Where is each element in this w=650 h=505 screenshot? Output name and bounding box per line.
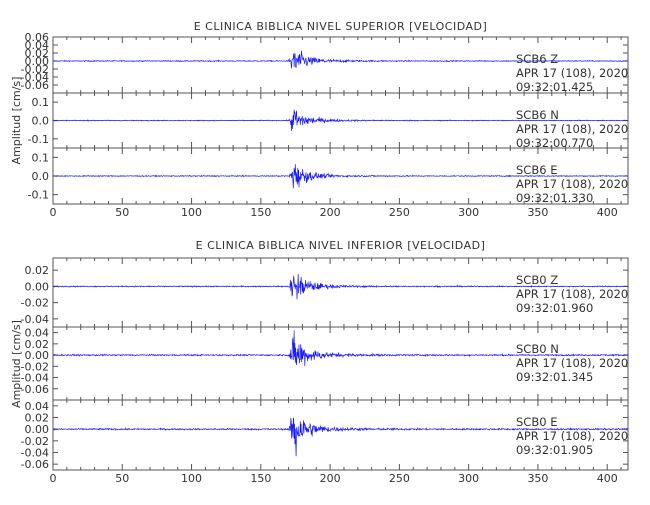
y-tick-label: 0.04 — [25, 400, 50, 413]
y-tick-label: -0.1 — [28, 133, 49, 146]
y-tick-label: -0.02 — [21, 63, 49, 76]
x-tick-label: 250 — [389, 206, 410, 219]
x-tick-label: 300 — [458, 472, 479, 485]
y-tick-label: 0.02 — [25, 338, 50, 351]
record-time: 09:32:01.960 — [516, 301, 593, 315]
seismic-trace-SCB6-E — [52, 164, 629, 189]
station-label: SCB6 Z — [516, 52, 558, 66]
y-tick-label: 0.02 — [25, 264, 50, 277]
x-tick-label: 200 — [320, 472, 341, 485]
record-time: 09:32:01.905 — [516, 443, 593, 457]
x-tick-label: 350 — [527, 472, 548, 485]
y-tick-label: 0.00 — [25, 55, 50, 68]
x-tick-label: 100 — [181, 206, 202, 219]
y-tick-label: 0.0 — [32, 170, 50, 183]
x-tick-label: 0 — [50, 206, 57, 219]
y-tick-label: -0.02 — [21, 297, 49, 310]
record-date: APR 17 (108), 2020 — [516, 429, 628, 443]
record-time: 09:32:01.425 — [516, 80, 593, 94]
y-tick-label: 0.02 — [25, 47, 50, 60]
y-tick-label: -0.06 — [21, 383, 49, 396]
y-tick-label: -0.04 — [21, 447, 49, 460]
record-time: 09:32:00.770 — [516, 136, 593, 150]
station-label: SCB0 Z — [516, 273, 558, 287]
y-tick-label: -0.04 — [21, 71, 49, 84]
y-tick-label: 0.00 — [25, 280, 50, 293]
x-tick-label: 150 — [250, 206, 271, 219]
y-tick-label: -0.04 — [21, 313, 49, 326]
x-tick-label: 200 — [320, 206, 341, 219]
y-tick-label: 0.0 — [32, 115, 50, 128]
x-tick-label: 150 — [250, 472, 271, 485]
y-tick-label: 0.00 — [25, 349, 50, 362]
x-tick-label: 100 — [181, 472, 202, 485]
seismic-trace-SCB6-Z — [53, 50, 629, 69]
record-time: 09:32:01.345 — [516, 370, 593, 384]
panel-frame-1-2 — [52, 399, 629, 471]
seismic-trace-SCB0-E — [52, 417, 629, 457]
x-tick-label: 300 — [458, 206, 479, 219]
y-tick-label: -0.06 — [21, 458, 49, 471]
station-label: SCB0 N — [516, 342, 559, 356]
record-date: APR 17 (108), 2020 — [516, 122, 628, 136]
record-date: APR 17 (108), 2020 — [516, 177, 628, 191]
record-date: APR 17 (108), 2020 — [516, 66, 628, 80]
y-tick-label: -0.04 — [21, 372, 49, 385]
x-tick-label: 250 — [389, 472, 410, 485]
seismic-trace-SCB6-N — [52, 109, 629, 131]
y-tick-label: 0.1 — [32, 151, 50, 164]
y-tick-label: -0.06 — [21, 79, 49, 92]
record-date: APR 17 (108), 2020 — [516, 287, 628, 301]
y-tick-label: 0.06 — [25, 31, 50, 44]
station-label: SCB0 E — [516, 415, 557, 429]
y-tick-label: 0.04 — [25, 327, 50, 340]
chart-title-0: E CLINICA BIBLICA NIVEL SUPERIOR [VELOCI… — [194, 20, 488, 33]
x-tick-label: 0 — [50, 472, 57, 485]
y-axis-label-0: Amplitud [cm/s] — [10, 77, 23, 165]
station-label: SCB6 E — [516, 163, 557, 177]
y-tick-label: 0.04 — [25, 39, 50, 52]
record-date: APR 17 (108), 2020 — [516, 356, 628, 370]
y-axis-label-1: Amplitud [cm/s] — [10, 320, 23, 408]
seismic-trace-SCB0-N — [52, 330, 629, 367]
station-label: SCB6 N — [516, 108, 559, 122]
y-tick-label: -0.02 — [21, 360, 49, 373]
x-tick-label: 400 — [597, 206, 618, 219]
chart-title-1: E CLINICA BIBLICA NIVEL INFERIOR [VELOCI… — [196, 239, 486, 252]
y-tick-label: 0.00 — [25, 423, 50, 436]
y-tick-label: -0.1 — [28, 189, 49, 202]
seismic-trace-SCB0-Z — [53, 273, 629, 300]
y-tick-label: 0.1 — [32, 96, 50, 109]
y-tick-label: 0.02 — [25, 412, 50, 425]
x-tick-label: 50 — [115, 472, 129, 485]
record-time: 09:32:01.330 — [516, 191, 593, 205]
y-tick-label: -0.02 — [21, 435, 49, 448]
x-tick-label: 50 — [115, 206, 129, 219]
x-tick-label: 400 — [597, 472, 618, 485]
x-tick-label: 350 — [527, 206, 548, 219]
